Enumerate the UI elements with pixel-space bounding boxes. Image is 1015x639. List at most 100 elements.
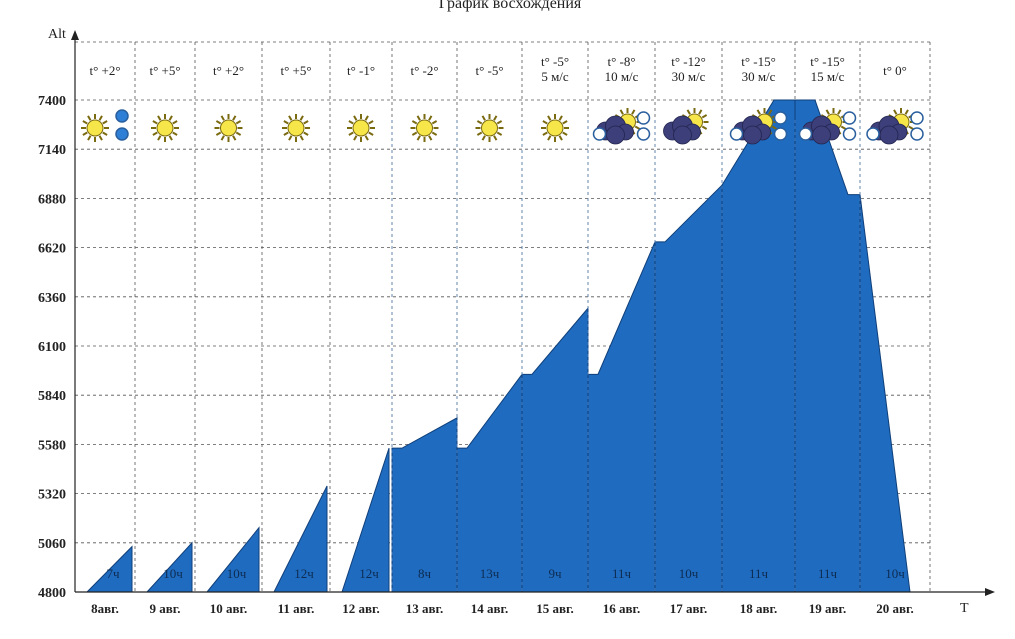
sun-ray [353,135,358,141]
y-tick-label: 6620 [38,242,66,257]
y-tick-label: 5060 [38,537,66,552]
hour-labels: 7ч 10ч 10ч 12ч 12ч 8ч 13ч 9ч 11ч 10ч 11ч 11ч 10ч [106,566,905,581]
snowflake-icon [910,127,924,141]
sun-ray [893,109,898,115]
y-tick-label: 5320 [38,488,66,503]
snowflake-icon [773,127,788,141]
sun-ray [299,135,304,141]
sun-ray [416,115,421,121]
sun-disc [156,119,174,137]
sun-ray [904,109,909,115]
sun-ray [87,135,92,141]
sun-ray [476,131,483,136]
sun-ray [562,131,568,136]
weather-text: 30 м/с [742,69,776,84]
weather-text: 30 м/с [672,69,706,84]
sun-ray [82,131,88,136]
hours-label: 11ч [612,566,632,581]
sun-ray [493,115,498,121]
hours-label: 13ч [480,566,500,581]
rain-drop-icon [115,109,129,123]
sun-ray [496,120,503,125]
y-tick-label: 6360 [38,291,66,306]
sun-ray [428,115,433,121]
sun-ray [701,125,708,130]
weather-text: t° -15° [741,54,776,69]
weather-text: t° +2° [213,63,244,78]
sun-ray [411,120,418,125]
sun-ray [98,115,103,121]
snowflake-icon [842,111,857,125]
hours-label: 10ч [885,566,905,581]
hours-label: 7ч [106,566,120,581]
hours-label: 11ч [749,566,769,581]
sun-ray [215,120,222,125]
sun-ray [152,120,158,125]
sun-ray [299,115,304,121]
sun-ray [364,115,369,121]
weather-row: t° +2° t° +5° t° +2° t° +5° t° -1° t° -2° t° -… [89,54,906,84]
weather-text: t° 0° [883,63,907,78]
sun-icon [475,114,504,142]
snowflake-icon [773,111,788,125]
sun-ray [481,135,486,141]
hours-label: 12ч [294,566,314,581]
sun-ray [428,135,433,141]
snowflake-icon [866,127,880,141]
sun-icon [541,114,569,142]
x-tick-label: 16 авг. [603,601,640,616]
hours-label: 10ч [679,566,699,581]
sun-ray [288,135,293,141]
sun-ray [232,135,237,141]
cloud-puff [879,125,899,145]
cloud-puff [673,125,692,145]
sun-ray [364,135,369,141]
cloud-puff [812,125,831,145]
y-tick-label: 4800 [38,586,66,601]
cloud-puff [743,125,762,145]
sun-disc [416,119,433,137]
weather-text: t° +5° [280,63,311,78]
sun-ray [542,131,548,136]
area-segment-day-7 [456,372,523,593]
sun-ray [157,115,162,121]
weather-text: t° +2° [89,63,120,78]
sun-ray [493,135,498,141]
x-tick-label: 20 авг. [876,601,913,616]
sun-ray [547,135,552,141]
cloud-puff [606,125,625,145]
sun-ray [558,115,563,121]
sun-ray [542,120,548,125]
x-tick-label: 12 авг. [342,601,379,616]
y-tick-label: 7400 [38,94,66,109]
sun-icon [282,114,310,142]
hours-label: 11ч [818,566,838,581]
sun-ray [283,120,289,125]
sun-icon [214,114,243,142]
sun-ray [368,131,374,136]
x-tick-label: 17 авг. [670,601,707,616]
sun-ray [168,115,173,121]
sun-ray [619,109,624,115]
sun-ray [348,131,354,136]
sun-ray [701,114,708,119]
sun-ray [431,131,438,136]
sun-disc [352,119,370,137]
area-segment-day-12 [794,99,861,593]
snowflake-icon [842,127,857,141]
snowflake-icon [798,127,813,141]
weather-text: t° -5° [475,63,503,78]
hours-label: 8ч [418,566,432,581]
x-tick-label: 13 авг. [406,601,443,616]
sun-ray [837,109,842,115]
sun-ray [232,115,237,121]
sun-ray [562,120,568,125]
sun-ray [152,131,158,136]
weather-text: t° -5° [541,54,569,69]
area-segment-day-11 [721,99,796,593]
hours-label: 12ч [359,566,379,581]
x-axis-arrow [985,588,995,596]
sun-ray [825,109,830,115]
x-axis-label: T [960,601,969,616]
sun-ray [303,131,309,136]
